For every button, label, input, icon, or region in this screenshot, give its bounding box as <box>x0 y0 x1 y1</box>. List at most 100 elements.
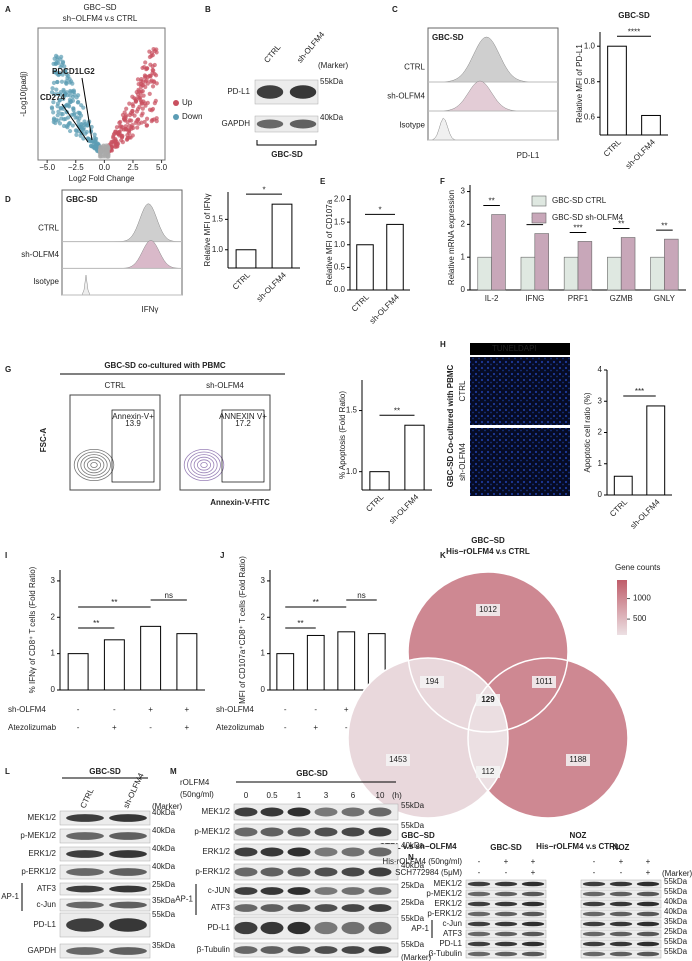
panel-letter: A <box>5 5 11 14</box>
row-label: sh-OLFM4 <box>458 443 467 481</box>
marker-label: (Marker) <box>401 953 432 961</box>
blot-row-label: β-Tubulin <box>429 949 462 958</box>
kda-label: 55kDa <box>401 801 425 810</box>
condition-sign: - <box>77 705 80 714</box>
condition-sign: - <box>314 705 317 714</box>
bar <box>491 214 506 291</box>
gene-point <box>140 106 145 111</box>
kda-label: 55kDa <box>664 877 688 886</box>
contour <box>87 459 102 471</box>
gene-point <box>143 74 148 79</box>
stain-header <box>470 343 570 355</box>
blot-band <box>287 946 311 954</box>
blot-band <box>368 847 392 857</box>
blot-band <box>609 891 633 897</box>
y-tick-label: 1 <box>461 252 466 261</box>
bar <box>103 639 125 691</box>
kda-label: 55kDa <box>401 940 425 949</box>
panel-letter: I <box>5 551 7 560</box>
sig-label: ** <box>297 619 303 628</box>
blot-band <box>368 904 392 912</box>
gene-point <box>55 113 60 118</box>
blot-band <box>341 867 365 877</box>
gene-point <box>150 84 156 89</box>
gene-point <box>98 148 103 153</box>
flow-title: GBC-SD <box>432 33 464 42</box>
blot-band <box>314 887 338 895</box>
bar <box>271 203 293 269</box>
cell-label: GBC-SD <box>296 769 328 778</box>
bar <box>577 241 593 291</box>
blot-band <box>341 827 365 837</box>
blot-band <box>494 921 518 927</box>
bar <box>306 634 325 691</box>
blot-band <box>287 887 311 895</box>
gate-label: ANNEXIN V+ <box>219 412 267 421</box>
y-tick-label: 1.0 <box>334 240 346 249</box>
gene-point <box>70 98 76 103</box>
gate <box>221 409 265 483</box>
sig-label: ns <box>165 591 173 600</box>
gene-label: CD274 <box>40 93 65 102</box>
blot-band <box>109 850 147 858</box>
bar <box>176 633 198 691</box>
blot-band <box>341 887 365 895</box>
section-title: GBC-SD co-cultured with PBMC <box>104 361 226 370</box>
blot-band <box>234 887 258 895</box>
blot-band <box>234 867 258 877</box>
condition-sign: - <box>77 723 80 732</box>
gene-point <box>132 113 137 118</box>
blot-band <box>314 827 338 837</box>
legend-dot <box>173 100 179 106</box>
gene-point <box>136 87 141 92</box>
gene-point <box>64 79 69 84</box>
y-axis-label: MFI of CD107a⁺CD8⁺ T cells (Fold Ratio) <box>238 556 247 704</box>
blot-band <box>260 847 284 857</box>
blot-band <box>467 951 491 957</box>
sig-label: ** <box>618 220 624 229</box>
region-count: 1188 <box>569 755 587 764</box>
flow-row-label: CTRL <box>404 63 425 72</box>
cell-label: NOZ <box>613 843 630 852</box>
gene-point <box>71 112 77 117</box>
sig-label: *** <box>635 387 644 396</box>
blot-band <box>521 881 545 887</box>
count-box <box>476 766 500 778</box>
gene-point <box>106 154 111 159</box>
blot-band <box>66 885 104 893</box>
blot-band <box>494 881 518 887</box>
set-label: His−rOLFM4 v.s CTRL <box>446 547 530 556</box>
y-tick-label: 1.0 <box>584 41 596 50</box>
condition-label: sh-OLFM4 <box>216 705 254 714</box>
gene-point <box>70 81 75 86</box>
legend-swatch <box>531 195 547 207</box>
gene-point <box>127 118 132 123</box>
legend-label: Down <box>182 112 202 121</box>
gene-point <box>119 138 124 143</box>
gene-point <box>58 64 63 70</box>
y-axis-label: Relative MFI of IFNγ <box>203 194 212 267</box>
blot-band <box>582 881 606 887</box>
time-label: 10 <box>376 791 385 800</box>
gene-label: PDCD1LG2 <box>52 67 95 76</box>
stain-label: TUNEL <box>492 344 519 353</box>
gene-point <box>82 119 87 124</box>
gene-point <box>84 129 89 135</box>
kda-label: 40kDa <box>320 113 344 122</box>
kda-label: 55kDa <box>664 947 688 956</box>
region-count: 194 <box>425 677 439 686</box>
gene-point <box>152 71 157 77</box>
flow-row-label: Isotype <box>399 121 425 130</box>
gene-point <box>153 98 158 103</box>
y-tick-label: 0.5 <box>334 262 346 271</box>
gene-point <box>151 68 156 73</box>
blot-band <box>109 918 147 932</box>
sig-label: *** <box>573 224 582 233</box>
sig-label: **** <box>628 27 640 36</box>
kda-label: 25kDa <box>664 927 688 936</box>
gene-point <box>92 139 97 144</box>
flow-row-label: sh-OLFM4 <box>387 92 425 101</box>
gene-point <box>81 105 86 110</box>
blot-row-label: ATF3 <box>37 884 57 893</box>
